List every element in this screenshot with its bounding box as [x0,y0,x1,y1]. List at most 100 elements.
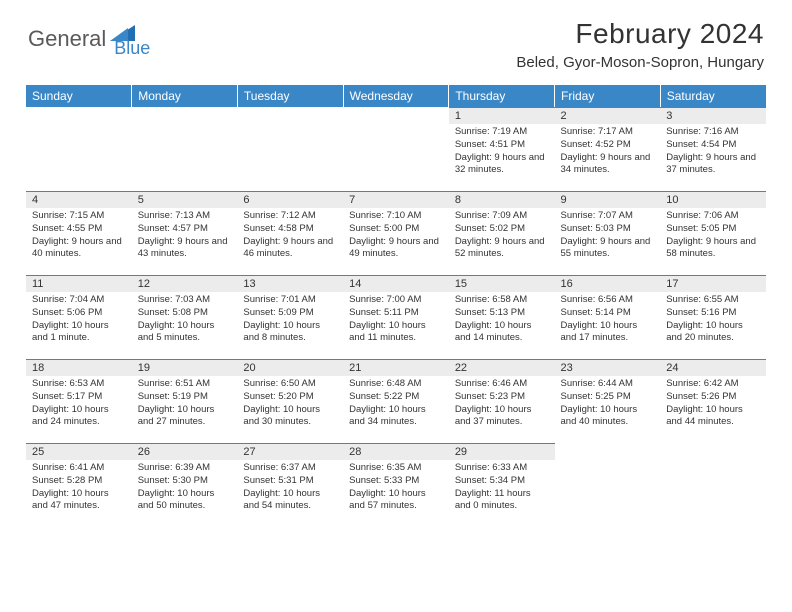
calendar-day-cell: 7Sunrise: 7:10 AMSunset: 5:00 PMDaylight… [343,191,449,275]
calendar-day-cell: 17Sunrise: 6:55 AMSunset: 5:16 PMDayligh… [660,275,766,359]
calendar-week-row: 1Sunrise: 7:19 AMSunset: 4:51 PMDaylight… [26,107,766,191]
day-info: Sunrise: 7:10 AMSunset: 5:00 PMDaylight:… [343,208,449,265]
day-number: 15 [449,275,555,292]
day-info: Sunrise: 6:46 AMSunset: 5:23 PMDaylight:… [449,376,555,433]
calendar-body: 1Sunrise: 7:19 AMSunset: 4:51 PMDaylight… [26,107,766,527]
calendar-week-row: 11Sunrise: 7:04 AMSunset: 5:06 PMDayligh… [26,275,766,359]
day-number: 2 [555,107,661,124]
day-number: 11 [26,275,132,292]
day-info: Sunrise: 6:33 AMSunset: 5:34 PMDaylight:… [449,460,555,517]
calendar-day-cell [237,107,343,191]
calendar-day-cell: 23Sunrise: 6:44 AMSunset: 5:25 PMDayligh… [555,359,661,443]
day-number: 21 [343,359,449,376]
day-info: Sunrise: 7:19 AMSunset: 4:51 PMDaylight:… [449,124,555,181]
weekday-header: Friday [555,85,661,107]
day-number: 13 [237,275,343,292]
day-number: 29 [449,443,555,460]
day-info: Sunrise: 6:44 AMSunset: 5:25 PMDaylight:… [555,376,661,433]
day-info: Sunrise: 6:50 AMSunset: 5:20 PMDaylight:… [237,376,343,433]
calendar-day-cell: 5Sunrise: 7:13 AMSunset: 4:57 PMDaylight… [132,191,238,275]
day-number: 8 [449,191,555,208]
weekday-header: Wednesday [343,85,449,107]
day-number: 7 [343,191,449,208]
calendar-week-row: 4Sunrise: 7:15 AMSunset: 4:55 PMDaylight… [26,191,766,275]
calendar-day-cell: 2Sunrise: 7:17 AMSunset: 4:52 PMDaylight… [555,107,661,191]
day-info: Sunrise: 6:51 AMSunset: 5:19 PMDaylight:… [132,376,238,433]
calendar-day-cell: 21Sunrise: 6:48 AMSunset: 5:22 PMDayligh… [343,359,449,443]
day-number: 22 [449,359,555,376]
day-number: 18 [26,359,132,376]
calendar-day-cell: 10Sunrise: 7:06 AMSunset: 5:05 PMDayligh… [660,191,766,275]
day-number: 17 [660,275,766,292]
calendar-day-cell [343,107,449,191]
day-number: 4 [26,191,132,208]
day-number: 25 [26,443,132,460]
logo-text-blue: Blue [114,38,150,59]
calendar-day-cell: 9Sunrise: 7:07 AMSunset: 5:03 PMDaylight… [555,191,661,275]
day-info: Sunrise: 7:06 AMSunset: 5:05 PMDaylight:… [660,208,766,265]
calendar-day-cell: 13Sunrise: 7:01 AMSunset: 5:09 PMDayligh… [237,275,343,359]
calendar-day-cell: 8Sunrise: 7:09 AMSunset: 5:02 PMDaylight… [449,191,555,275]
calendar-table: SundayMondayTuesdayWednesdayThursdayFrid… [26,85,766,527]
day-info: Sunrise: 6:35 AMSunset: 5:33 PMDaylight:… [343,460,449,517]
calendar-week-row: 25Sunrise: 6:41 AMSunset: 5:28 PMDayligh… [26,443,766,527]
day-info: Sunrise: 6:39 AMSunset: 5:30 PMDaylight:… [132,460,238,517]
day-number: 5 [132,191,238,208]
day-info: Sunrise: 7:09 AMSunset: 5:02 PMDaylight:… [449,208,555,265]
calendar-week-row: 18Sunrise: 6:53 AMSunset: 5:17 PMDayligh… [26,359,766,443]
header: General Blue February 2024 Beled, Gyor-M… [0,0,792,77]
calendar-day-cell: 16Sunrise: 6:56 AMSunset: 5:14 PMDayligh… [555,275,661,359]
calendar-day-cell: 29Sunrise: 6:33 AMSunset: 5:34 PMDayligh… [449,443,555,527]
day-info: Sunrise: 7:01 AMSunset: 5:09 PMDaylight:… [237,292,343,349]
day-info: Sunrise: 6:42 AMSunset: 5:26 PMDaylight:… [660,376,766,433]
location-subtitle: Beled, Gyor-Moson-Sopron, Hungary [516,54,764,71]
day-info: Sunrise: 7:04 AMSunset: 5:06 PMDaylight:… [26,292,132,349]
weekday-header: Tuesday [237,85,343,107]
calendar-day-cell: 12Sunrise: 7:03 AMSunset: 5:08 PMDayligh… [132,275,238,359]
calendar-day-cell: 27Sunrise: 6:37 AMSunset: 5:31 PMDayligh… [237,443,343,527]
calendar-day-cell: 6Sunrise: 7:12 AMSunset: 4:58 PMDaylight… [237,191,343,275]
calendar-day-cell: 4Sunrise: 7:15 AMSunset: 4:55 PMDaylight… [26,191,132,275]
day-info: Sunrise: 7:07 AMSunset: 5:03 PMDaylight:… [555,208,661,265]
day-number: 9 [555,191,661,208]
day-info: Sunrise: 7:13 AMSunset: 4:57 PMDaylight:… [132,208,238,265]
calendar-day-cell: 25Sunrise: 6:41 AMSunset: 5:28 PMDayligh… [26,443,132,527]
weekday-header: Monday [132,85,238,107]
day-info: Sunrise: 6:53 AMSunset: 5:17 PMDaylight:… [26,376,132,433]
day-number: 26 [132,443,238,460]
calendar-day-cell: 24Sunrise: 6:42 AMSunset: 5:26 PMDayligh… [660,359,766,443]
calendar-day-cell: 3Sunrise: 7:16 AMSunset: 4:54 PMDaylight… [660,107,766,191]
day-number: 10 [660,191,766,208]
day-number: 14 [343,275,449,292]
calendar-day-cell: 19Sunrise: 6:51 AMSunset: 5:19 PMDayligh… [132,359,238,443]
calendar-day-cell: 14Sunrise: 7:00 AMSunset: 5:11 PMDayligh… [343,275,449,359]
day-info: Sunrise: 6:58 AMSunset: 5:13 PMDaylight:… [449,292,555,349]
day-info: Sunrise: 7:00 AMSunset: 5:11 PMDaylight:… [343,292,449,349]
day-number: 16 [555,275,661,292]
day-number: 28 [343,443,449,460]
day-number: 19 [132,359,238,376]
calendar-day-cell: 28Sunrise: 6:35 AMSunset: 5:33 PMDayligh… [343,443,449,527]
day-info: Sunrise: 6:56 AMSunset: 5:14 PMDaylight:… [555,292,661,349]
day-info: Sunrise: 6:55 AMSunset: 5:16 PMDaylight:… [660,292,766,349]
day-info: Sunrise: 7:15 AMSunset: 4:55 PMDaylight:… [26,208,132,265]
day-number: 1 [449,107,555,124]
day-number: 3 [660,107,766,124]
logo-text-general: General [28,26,106,52]
day-number: 27 [237,443,343,460]
day-info: Sunrise: 6:48 AMSunset: 5:22 PMDaylight:… [343,376,449,433]
logo: General Blue [28,18,150,59]
day-number: 6 [237,191,343,208]
day-number: 23 [555,359,661,376]
weekday-header: Sunday [26,85,132,107]
title-block: February 2024 Beled, Gyor-Moson-Sopron, … [516,18,764,71]
day-info: Sunrise: 7:17 AMSunset: 4:52 PMDaylight:… [555,124,661,181]
calendar-day-cell: 11Sunrise: 7:04 AMSunset: 5:06 PMDayligh… [26,275,132,359]
calendar-head: SundayMondayTuesdayWednesdayThursdayFrid… [26,85,766,107]
weekday-header: Thursday [449,85,555,107]
calendar-day-cell: 20Sunrise: 6:50 AMSunset: 5:20 PMDayligh… [237,359,343,443]
day-info: Sunrise: 7:16 AMSunset: 4:54 PMDaylight:… [660,124,766,181]
calendar-day-cell: 15Sunrise: 6:58 AMSunset: 5:13 PMDayligh… [449,275,555,359]
calendar-day-cell [555,443,661,527]
calendar-day-cell: 18Sunrise: 6:53 AMSunset: 5:17 PMDayligh… [26,359,132,443]
